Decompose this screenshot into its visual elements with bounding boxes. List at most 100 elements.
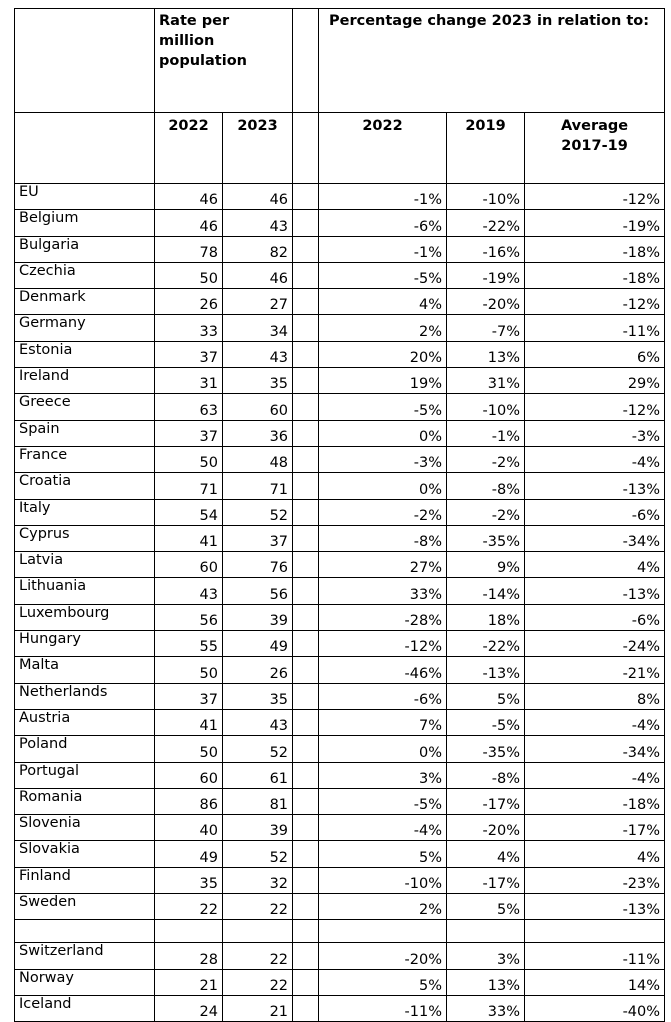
- value-cell: -7%: [446, 314, 526, 342]
- country-cell: Netherlands: [14, 682, 155, 710]
- spacer-cell: [292, 498, 320, 526]
- value-cell: -11%: [524, 314, 666, 342]
- value-cell: -12%: [524, 393, 666, 421]
- value-cell: 49: [221, 630, 294, 658]
- value-cell: 41: [154, 708, 223, 737]
- spacer-cell: [292, 630, 320, 658]
- value-cell: -3%: [318, 445, 448, 474]
- value-cell: -6%: [524, 603, 666, 632]
- value-cell: -4%: [524, 445, 666, 474]
- value-cell: -1%: [446, 419, 526, 447]
- value-cell: 46: [154, 182, 223, 211]
- country-cell: Iceland: [14, 994, 155, 1022]
- value-cell: 36: [221, 419, 294, 447]
- country-cell: Italy: [14, 498, 155, 526]
- value-cell: -24%: [524, 630, 666, 658]
- value-cell: 6%: [524, 340, 666, 369]
- value-cell: 2%: [318, 893, 448, 921]
- spacer-cell: [292, 787, 320, 816]
- spacer-cell: [292, 656, 320, 684]
- country-cell: Portugal: [14, 761, 155, 789]
- data-row: Czechia 50 46 -5% -19% -18%: [14, 261, 666, 290]
- value-cell: 27: [221, 288, 294, 316]
- spacer-cell: [292, 8, 320, 113]
- country-cell: Austria: [14, 708, 155, 737]
- value-cell: 28: [154, 942, 223, 970]
- country-cell: Czechia: [14, 261, 155, 290]
- value-cell: 5%: [318, 968, 448, 996]
- country-cell: Belgium: [14, 209, 155, 237]
- value-cell: -6%: [318, 682, 448, 710]
- value-cell: 35: [221, 367, 294, 395]
- data-row: Portugal 60 61 3% -8% -4%: [14, 761, 666, 789]
- value-cell: 46: [221, 182, 294, 211]
- empty-cell: [446, 919, 526, 944]
- value-cell: 86: [154, 787, 223, 816]
- header-row: Rate per million population Percentage c…: [14, 8, 666, 113]
- spacer-cell: [292, 968, 320, 996]
- blank-row: [14, 919, 666, 944]
- value-cell: -35%: [446, 524, 526, 553]
- value-cell: 52: [221, 840, 294, 868]
- spacer-cell: [292, 577, 320, 605]
- data-row: Finland 35 32 -10% -17% -23%: [14, 866, 666, 895]
- country-cell: Norway: [14, 968, 155, 996]
- empty-cell: [14, 919, 155, 944]
- value-cell: -18%: [524, 787, 666, 816]
- table-body: Rate per million population Percentage c…: [14, 8, 666, 1022]
- value-cell: 3%: [446, 942, 526, 970]
- value-cell: -22%: [446, 630, 526, 658]
- data-row: Estonia 37 43 20% 13% 6%: [14, 340, 666, 369]
- spacer-cell: [292, 288, 320, 316]
- value-cell: 21: [221, 994, 294, 1022]
- value-cell: 19%: [318, 367, 448, 395]
- country-cell: Slovakia: [14, 840, 155, 868]
- column-header: 2022: [154, 112, 223, 184]
- value-cell: 81: [221, 787, 294, 816]
- data-row: Slovakia 49 52 5% 4% 4%: [14, 840, 666, 868]
- country-cell: Luxembourg: [14, 603, 155, 632]
- value-cell: 26: [221, 656, 294, 684]
- value-cell: 33%: [446, 994, 526, 1022]
- value-cell: 4%: [318, 288, 448, 316]
- value-cell: 4%: [524, 551, 666, 579]
- data-table: Rate per million population Percentage c…: [14, 8, 666, 1022]
- value-cell: 14%: [524, 968, 666, 996]
- value-cell: 26: [154, 288, 223, 316]
- data-row: Hungary 55 49 -12% -22% -24%: [14, 630, 666, 658]
- value-cell: 22: [221, 942, 294, 970]
- data-row: Netherlands 37 35 -6% 5% 8%: [14, 682, 666, 710]
- value-cell: 22: [221, 968, 294, 996]
- spacer-cell: [292, 994, 320, 1022]
- value-cell: 50: [154, 656, 223, 684]
- value-cell: 9%: [446, 551, 526, 579]
- spacer-cell: [292, 814, 320, 842]
- value-cell: 35: [154, 866, 223, 895]
- value-cell: -8%: [446, 761, 526, 789]
- country-cell: Switzerland: [14, 942, 155, 970]
- group-header: Rate per million population: [153, 8, 294, 113]
- value-cell: 35: [221, 682, 294, 710]
- country-cell: Greece: [14, 393, 155, 421]
- value-cell: -5%: [318, 787, 448, 816]
- value-cell: 76: [221, 551, 294, 579]
- column-header: 2022: [318, 112, 448, 184]
- value-cell: 54: [154, 498, 223, 526]
- country-cell: Denmark: [14, 288, 155, 316]
- empty-cell: [292, 919, 320, 944]
- value-cell: 43: [221, 708, 294, 737]
- value-cell: 71: [154, 472, 223, 500]
- data-row: Croatia 71 71 0% -8% -13%: [14, 472, 666, 500]
- value-cell: 27%: [318, 551, 448, 579]
- spacer-cell: [292, 682, 320, 710]
- empty-cell: [14, 8, 155, 113]
- value-cell: -2%: [446, 498, 526, 526]
- value-cell: 52: [221, 735, 294, 763]
- value-cell: 37: [221, 524, 294, 553]
- data-row: EU 46 46 -1% -10% -12%: [14, 182, 666, 211]
- value-cell: 50: [154, 735, 223, 763]
- value-cell: -11%: [524, 942, 666, 970]
- value-cell: -6%: [524, 498, 666, 526]
- value-cell: 56: [154, 603, 223, 632]
- spacer-cell: [292, 708, 320, 737]
